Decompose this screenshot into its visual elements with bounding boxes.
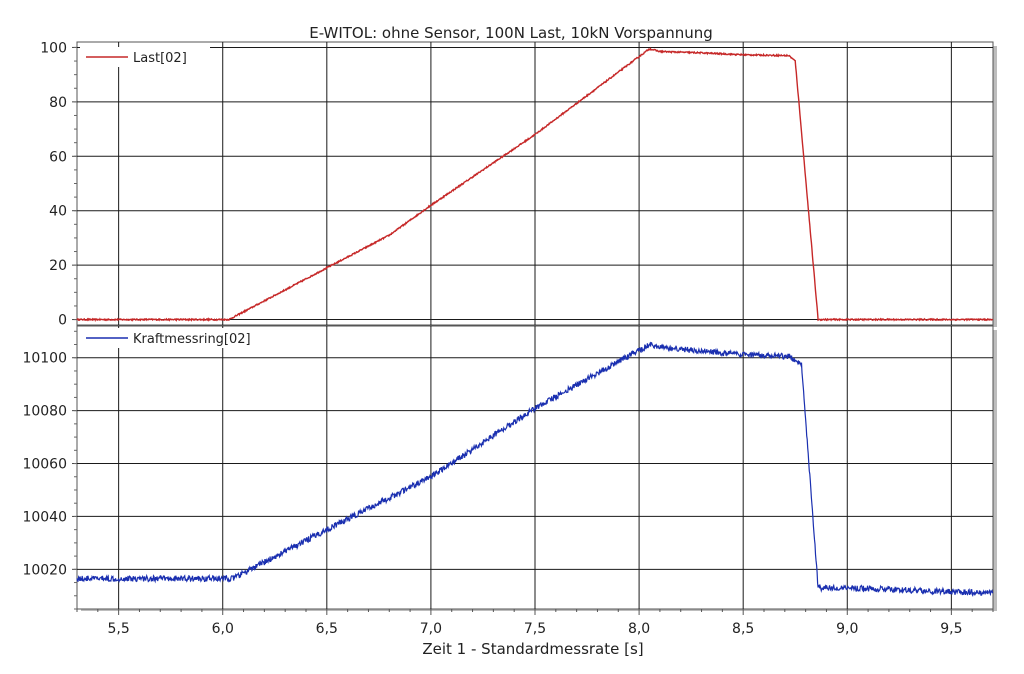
force-ring-y-tick-label-4: 10100 bbox=[22, 351, 67, 367]
force-ring-y-tick-label-1: 10040 bbox=[22, 509, 67, 525]
x-tick-label-0: 5,5 bbox=[108, 621, 130, 637]
load-y-tick-label-1: 20 bbox=[49, 258, 67, 274]
x-tick-label-6: 8,5 bbox=[732, 621, 754, 637]
x-axis-label: Zeit 1 - Standardmessrate [s] bbox=[422, 640, 643, 658]
load-y-tick-label-0: 0 bbox=[58, 313, 67, 329]
force-ring-y-tick-label-3: 10080 bbox=[22, 404, 67, 420]
load-y-axis: 0 20 40 60 80 100 bbox=[40, 40, 77, 329]
x-tick-label-4: 7,5 bbox=[524, 621, 546, 637]
x-tick-label-7: 9,0 bbox=[836, 621, 858, 637]
series-line-kraftmessring bbox=[76, 341, 994, 598]
chart-title: E-WITOL: ohne Sensor, 100N Last, 10kN Vo… bbox=[309, 24, 713, 42]
x-tick-label-3: 7,0 bbox=[420, 621, 442, 637]
x-tick-label-1: 6,0 bbox=[212, 621, 234, 637]
force-ring-y-tick-label-2: 10060 bbox=[22, 457, 67, 473]
legend-last-label: Last[02] bbox=[133, 51, 187, 66]
force-ring-y-tick-label-0: 10020 bbox=[22, 562, 67, 578]
load-y-tick-label-5: 100 bbox=[40, 40, 67, 56]
load-y-tick-label-2: 40 bbox=[49, 204, 67, 220]
legend-kraftmessring-box bbox=[80, 328, 276, 348]
load-y-tick-label-3: 60 bbox=[49, 149, 67, 165]
x-tick-label-5: 8,0 bbox=[628, 621, 650, 637]
load-y-tick-label-4: 80 bbox=[49, 95, 67, 111]
force-ring-panel: 10020 10040 10060 10080 10100 Kraftmessring[… bbox=[22, 325, 994, 610]
legend-last-box bbox=[80, 47, 210, 67]
legend-kraftmessring-label: Kraftmessring[02] bbox=[133, 332, 251, 347]
force-ring-y-axis: 10020 10040 10060 10080 10100 bbox=[22, 330, 77, 610]
force-ring-grid bbox=[77, 326, 993, 609]
legend-kraftmessring: Kraftmessring[02] bbox=[80, 328, 276, 348]
x-tick-label-8: 9,5 bbox=[940, 621, 962, 637]
series-line-last bbox=[76, 47, 994, 323]
load-panel: 0 20 40 60 80 100 Last[02] bbox=[40, 40, 994, 329]
x-tick-label-2: 6,5 bbox=[316, 621, 338, 637]
legend-last: Last[02] bbox=[80, 47, 210, 67]
x-axis: 5,5 6,0 6,5 7,0 7,5 8,0 8,5 9,0 9,5 bbox=[76, 609, 994, 637]
